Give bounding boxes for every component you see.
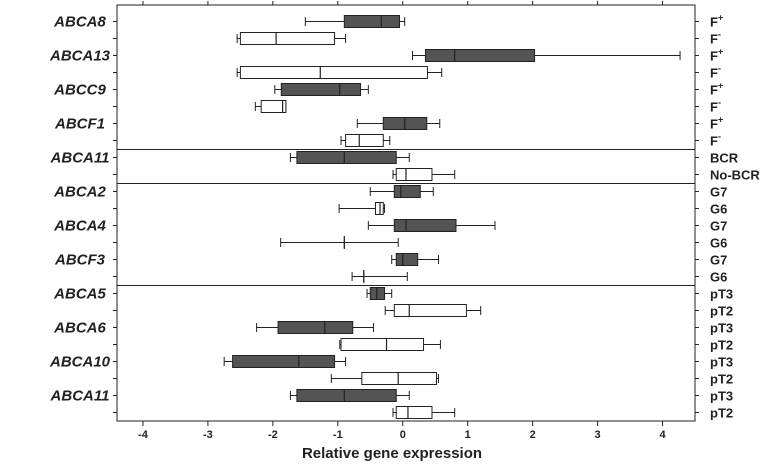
category-label: F-: [710, 64, 721, 81]
box: [394, 305, 466, 317]
gene-label: ABCA8: [53, 14, 106, 31]
box: [281, 84, 360, 96]
category-label: F-: [710, 132, 721, 149]
category-label: pT2: [710, 372, 733, 387]
category-label: F+: [710, 13, 723, 30]
gene-label: ABCA4: [53, 218, 106, 235]
box: [344, 16, 399, 28]
category-label: BCR: [710, 151, 739, 166]
category-label: pT3: [710, 355, 733, 370]
x-tick-label: 3: [595, 429, 601, 441]
category-label: F+: [710, 81, 723, 98]
gene-label: ABCF3: [54, 252, 106, 269]
box: [370, 288, 384, 300]
box: [240, 67, 427, 79]
gene-label: ABCA5: [53, 286, 106, 303]
category-label: pT2: [710, 304, 733, 319]
category-label: G6: [710, 236, 727, 251]
category-label: G7: [710, 253, 727, 268]
x-tick-label: -1: [333, 429, 343, 441]
box: [346, 135, 384, 147]
x-tick-label: 0: [400, 429, 406, 441]
box: [394, 186, 420, 198]
category-label: pT3: [710, 287, 733, 302]
box: [341, 339, 423, 351]
gene-label: ABCA11: [50, 150, 110, 167]
box: [278, 322, 353, 334]
gene-label: ABCC9: [53, 82, 106, 99]
box: [297, 152, 396, 164]
category-label: pT2: [710, 338, 733, 353]
category-label: G6: [710, 270, 727, 285]
category-label: No-BCR: [710, 168, 760, 183]
category-label: G7: [710, 219, 727, 234]
category-label: F+: [710, 115, 723, 132]
x-axis-title: Relative gene expression: [302, 445, 482, 462]
box: [233, 356, 335, 368]
x-tick-label: 4: [659, 429, 666, 441]
category-label: pT3: [710, 389, 733, 404]
category-label: F-: [710, 98, 721, 115]
box: [297, 390, 396, 402]
x-tick-label: 2: [530, 429, 536, 441]
category-label: G7: [710, 185, 727, 200]
category-label: F+: [710, 47, 723, 64]
x-tick-label: -4: [138, 429, 149, 441]
category-label: G6: [710, 202, 727, 217]
gene-label: ABCA6: [53, 320, 106, 337]
box: [375, 203, 383, 215]
gene-label: ABCA2: [53, 184, 106, 201]
gene-label: ABCF1: [54, 116, 105, 133]
gene-label: ABCA10: [49, 354, 111, 371]
box: [394, 220, 456, 232]
box: [396, 407, 432, 419]
category-label: pT3: [710, 321, 733, 336]
category-label: pT2: [710, 406, 733, 421]
box: [240, 33, 334, 45]
category-label: F-: [710, 30, 721, 47]
box: [362, 373, 437, 385]
x-tick-label: -2: [268, 429, 278, 441]
box: [425, 50, 534, 62]
x-tick-label: 1: [465, 429, 471, 441]
box: [396, 169, 432, 181]
gene-label: ABCA11: [50, 388, 110, 405]
gene-label: ABCA13: [49, 48, 111, 65]
x-tick-label: -3: [203, 429, 213, 441]
box: [396, 254, 417, 266]
